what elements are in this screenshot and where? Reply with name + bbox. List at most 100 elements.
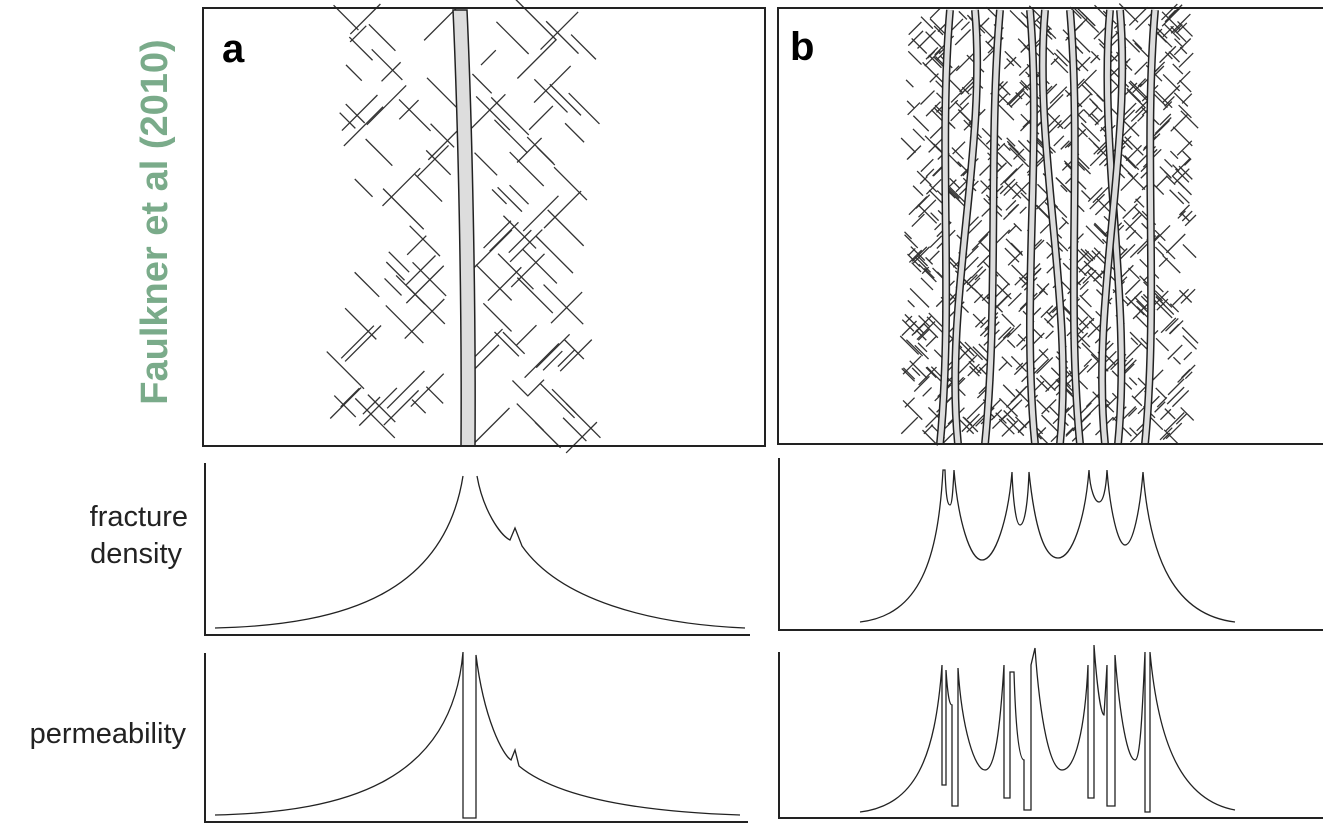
fracture xyxy=(1162,432,1171,441)
fracture xyxy=(343,106,384,147)
fracture xyxy=(1060,140,1070,150)
fracture xyxy=(1134,61,1148,75)
fracture xyxy=(382,188,425,230)
fracture xyxy=(1165,317,1179,332)
fracture xyxy=(912,246,931,264)
fracture xyxy=(1123,109,1136,121)
fracture xyxy=(1165,233,1186,254)
fracture xyxy=(1155,387,1167,399)
fracture xyxy=(905,339,924,357)
fracture xyxy=(1165,175,1176,186)
fracture xyxy=(533,65,572,104)
fracture xyxy=(1167,344,1183,360)
fracture xyxy=(923,424,934,435)
fracture xyxy=(911,213,925,228)
fracture xyxy=(1128,407,1138,417)
fracture xyxy=(510,253,545,288)
fracture xyxy=(412,261,447,297)
fault-core-a xyxy=(452,9,476,447)
fracture xyxy=(998,361,1009,371)
fracture xyxy=(475,264,513,301)
fracture xyxy=(1045,330,1054,340)
fracture xyxy=(1004,50,1022,69)
fracture xyxy=(923,323,939,339)
fracture xyxy=(1081,190,1091,200)
fracture xyxy=(1170,13,1191,34)
fracture xyxy=(922,386,933,397)
fracture xyxy=(911,262,922,273)
fracture xyxy=(1174,38,1184,48)
fracture xyxy=(547,209,585,247)
fracture xyxy=(1159,408,1172,421)
fracture xyxy=(344,307,377,340)
fracture xyxy=(918,366,937,386)
fracture xyxy=(502,331,526,355)
fracture xyxy=(509,229,543,263)
fracture xyxy=(493,119,528,154)
fracture xyxy=(930,212,940,222)
fracture xyxy=(1164,51,1173,60)
fracture xyxy=(1038,349,1049,359)
fracture xyxy=(1128,81,1149,102)
fracture xyxy=(911,246,928,262)
fracture xyxy=(1077,163,1086,171)
fracture xyxy=(1164,96,1175,107)
fracture xyxy=(340,387,360,408)
fracture xyxy=(907,50,922,66)
fracture xyxy=(475,95,511,131)
fracture xyxy=(929,7,941,19)
fracture xyxy=(950,102,970,122)
fracture xyxy=(489,221,519,252)
fracture xyxy=(1052,203,1068,219)
fracture xyxy=(1013,148,1025,160)
fracture xyxy=(916,320,936,341)
fracture xyxy=(474,407,510,443)
fracture xyxy=(1049,86,1068,104)
fracture xyxy=(1058,221,1068,230)
fracture xyxy=(381,61,402,82)
fracture xyxy=(1062,262,1071,271)
fracture xyxy=(1151,119,1170,139)
fracture xyxy=(1149,416,1164,431)
fracture xyxy=(1003,399,1023,419)
fracture xyxy=(906,100,915,109)
fracture xyxy=(1010,355,1027,372)
fracture xyxy=(1156,396,1168,408)
fracture xyxy=(1083,80,1104,101)
fracture xyxy=(411,399,427,414)
fracture xyxy=(1033,380,1045,392)
fracture xyxy=(1152,224,1171,244)
fracture xyxy=(1081,288,1089,297)
fracture xyxy=(1090,112,1099,122)
fracture xyxy=(1050,56,1060,66)
fracture xyxy=(951,18,964,31)
fracture xyxy=(958,418,975,435)
fracture xyxy=(972,313,984,325)
fracture xyxy=(545,20,579,55)
fracture xyxy=(1075,317,1095,337)
fracture xyxy=(1139,275,1148,284)
fracture xyxy=(349,25,367,43)
fracture xyxy=(1131,395,1143,407)
fracture xyxy=(472,229,513,270)
fracture xyxy=(917,342,928,353)
fracture xyxy=(358,387,398,427)
fracture xyxy=(1090,50,1101,61)
fracture xyxy=(902,367,916,380)
fracture xyxy=(902,355,922,375)
fracture xyxy=(1082,269,1097,284)
row-label: fracture xyxy=(90,501,188,533)
fracture xyxy=(1117,243,1136,262)
fracture xyxy=(929,235,943,248)
fracture xyxy=(365,138,393,167)
fracture xyxy=(954,101,964,111)
fracture xyxy=(970,266,984,279)
fracture xyxy=(974,268,987,281)
fracture xyxy=(1171,175,1185,189)
fracture xyxy=(1179,79,1192,93)
fracture xyxy=(1165,422,1183,440)
fracture xyxy=(509,151,545,187)
fracture xyxy=(1081,342,1099,360)
fracture xyxy=(900,416,919,435)
fracture xyxy=(900,137,917,153)
